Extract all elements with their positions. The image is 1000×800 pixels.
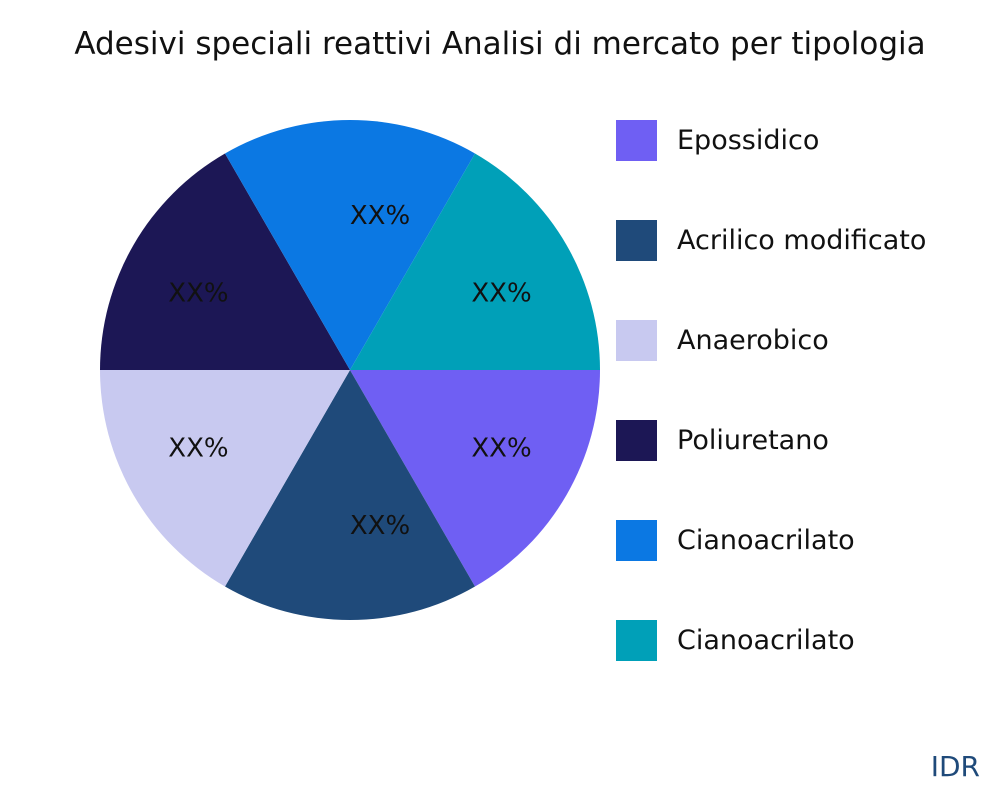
legend-swatch	[616, 320, 657, 361]
brand-logo: IDR	[930, 750, 980, 783]
chart-title: Adesivi speciali reattivi Analisi di mer…	[74, 26, 926, 62]
slice-label: XX%	[471, 279, 531, 309]
pie-slice	[225, 370, 475, 620]
pie-slice	[350, 370, 600, 587]
legend-swatch	[616, 520, 657, 561]
legend-swatch	[616, 620, 657, 661]
slice-label: XX%	[168, 279, 228, 309]
legend-label: Acrilico modificato	[677, 225, 927, 256]
slice-label: XX%	[471, 434, 531, 464]
legend-swatch	[616, 120, 657, 161]
pie-slice	[100, 370, 350, 587]
legend-swatch	[616, 220, 657, 261]
legend-label: Cianoacrilato	[677, 625, 855, 656]
legend-item: Acrilico modificato	[616, 220, 926, 261]
legend-label: Poliuretano	[677, 425, 829, 456]
pie-slice	[100, 153, 350, 370]
pie-slice	[350, 153, 600, 370]
legend-swatch	[616, 420, 657, 461]
slice-label: XX%	[350, 201, 410, 231]
legend-label: Cianoacrilato	[677, 525, 855, 556]
legend-item: Cianoacrilato	[616, 520, 855, 561]
slice-label: XX%	[168, 434, 228, 464]
legend-label: Anaerobico	[677, 325, 829, 356]
pie-slice	[225, 119, 475, 370]
legend-item: Poliuretano	[616, 420, 829, 461]
slice-label: XX%	[350, 511, 410, 541]
legend-item: Cianoacrilato	[616, 620, 855, 661]
legend-label: Epossidico	[677, 125, 820, 156]
legend-item: Epossidico	[616, 120, 819, 161]
legend-item: Anaerobico	[616, 320, 829, 361]
